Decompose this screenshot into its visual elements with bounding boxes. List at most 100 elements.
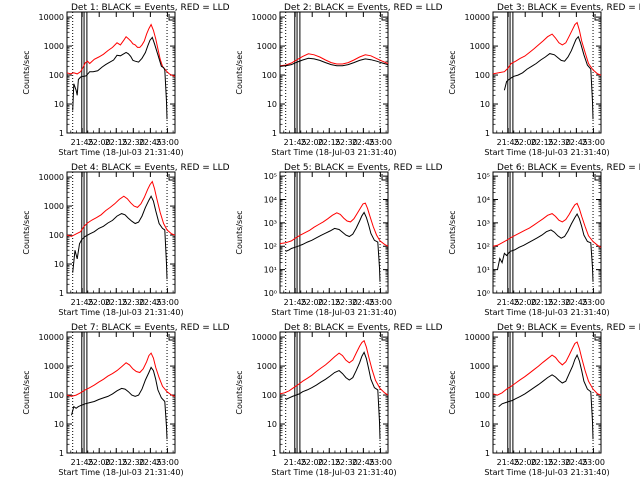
x-tick-label: 22:15: [318, 458, 341, 467]
y-axis-label: Counts/sec: [22, 50, 31, 94]
x-tick-label: 22:15: [105, 298, 128, 307]
panel-det-3: Det 3: BLACK = Events, RED = LLD 1 10 100 10…: [448, 3, 640, 157]
panel-det-9: Det 9: BLACK = Events, RED = LLD 1 10 100 10…: [448, 323, 640, 477]
attenuator-marker: [381, 334, 389, 341]
y-axis-label: Counts/sec: [448, 370, 457, 414]
y-tick-label: 10⁵: [264, 172, 277, 181]
attenuator-marker: [381, 14, 389, 21]
y-tick-label: 100: [49, 231, 64, 240]
y-tick-label: 1000: [257, 362, 277, 371]
x-tick-label: 21:45: [497, 458, 520, 467]
y-tick-label: 1: [485, 129, 490, 138]
y-tick-label: 10: [54, 260, 64, 269]
x-tick-label: 21:45: [284, 298, 307, 307]
panel-title: Det 1: BLACK = Events, RED = LLD: [71, 3, 230, 13]
x-tick-label: 22:00: [301, 138, 324, 147]
x-axis-label: Start Time (18-Jul-03 21:31:40): [271, 308, 396, 317]
series-line-events: [72, 195, 168, 280]
x-tick-label: 22:00: [301, 458, 324, 467]
y-tick-label: 10: [480, 100, 490, 109]
y-tick-label: 10⁰: [477, 289, 490, 298]
x-tick-label: 22:30: [122, 298, 145, 307]
y-tick-label: 10⁰: [264, 289, 277, 298]
x-tick-label: 22:30: [335, 458, 358, 467]
plot-frame: [492, 11, 602, 134]
series-line-lld: [492, 21, 602, 76]
x-axis-label: Start Time (18-Jul-03 21:31:40): [58, 468, 183, 477]
series-line-lld: [66, 180, 176, 237]
y-tick-label: 100: [262, 391, 277, 400]
y-tick-label: 100: [49, 71, 64, 80]
x-tick-label: 22:45: [139, 298, 162, 307]
plot-frame: [66, 331, 176, 454]
x-tick-label: 21:45: [71, 458, 94, 467]
y-tick-label: 10000: [39, 333, 64, 342]
y-tick-label: 1000: [44, 202, 64, 211]
x-tick-label: 22:45: [565, 458, 588, 467]
series-line-events: [71, 366, 168, 440]
x-tick-label: 22:45: [352, 138, 375, 147]
x-tick-label: 22:30: [335, 298, 358, 307]
y-tick-label: 10³: [264, 219, 277, 228]
plot-frame: [279, 11, 389, 134]
y-tick-label: 1: [485, 449, 490, 458]
plot-frame: [66, 11, 176, 134]
x-tick-label: 21:45: [497, 138, 520, 147]
y-axis-label: Counts/sec: [235, 50, 244, 94]
x-axis-label: Start Time (18-Jul-03 21:31:40): [271, 148, 396, 157]
y-tick-label: 10: [54, 420, 64, 429]
y-tick-label: 10: [54, 100, 64, 109]
panel-title: Det 2: BLACK = Events, RED = LLD: [284, 3, 443, 13]
x-tick-label: 22:15: [105, 138, 128, 147]
y-tick-label: 1: [59, 289, 64, 298]
y-tick-label: 100: [475, 391, 490, 400]
y-tick-label: 10¹: [477, 266, 490, 275]
y-tick-label: 10²: [264, 242, 277, 251]
y-axis-label: Counts/sec: [22, 370, 31, 414]
series-line-events: [279, 57, 389, 67]
y-tick-label: 1: [59, 449, 64, 458]
y-tick-label: 10⁵: [477, 172, 490, 181]
x-axis-label: Start Time (18-Jul-03 21:31:40): [484, 468, 609, 477]
x-tick-label: 23:00: [369, 138, 392, 147]
y-tick-label: 1: [272, 449, 277, 458]
x-tick-label: 22:15: [531, 458, 554, 467]
x-tick-label: 23:00: [156, 298, 179, 307]
y-tick-label: 10000: [465, 333, 490, 342]
attenuator-marker: [168, 14, 176, 21]
x-tick-label: 22:00: [514, 298, 537, 307]
x-tick-label: 22:15: [531, 138, 554, 147]
y-tick-label: 100: [475, 71, 490, 80]
y-tick-label: 10²: [477, 242, 490, 251]
panel-det-2: Det 2: BLACK = Events, RED = LLD 1 10 100 10…: [235, 3, 443, 157]
y-tick-label: 10: [267, 100, 277, 109]
x-tick-label: 21:45: [71, 298, 94, 307]
y-tick-label: 1000: [44, 362, 64, 371]
attenuator-marker: [594, 14, 602, 21]
panel-det-5: Det 5: BLACK = Events, RED = LLD 10⁰ 10¹ 10…: [235, 163, 443, 317]
series-line-lld: [279, 53, 389, 67]
y-tick-label: 10000: [39, 173, 64, 182]
x-tick-label: 22:30: [122, 138, 145, 147]
x-axis-label: Start Time (18-Jul-03 21:31:40): [58, 148, 183, 157]
attenuator-marker: [168, 174, 176, 181]
series-line-lld: [66, 23, 176, 77]
y-tick-label: 1000: [257, 42, 277, 51]
x-tick-label: 22:30: [335, 138, 358, 147]
y-tick-label: 1: [272, 129, 277, 138]
series-line-lld: [492, 341, 602, 396]
x-tick-label: 22:00: [88, 298, 111, 307]
panel-title: Det 3: BLACK = Events, RED = LLD: [497, 3, 640, 13]
y-tick-label: 1000: [44, 42, 64, 51]
y-axis-label: Counts/sec: [448, 50, 457, 94]
panel-det-6: Det 6: BLACK = Events, RED = LLD 10⁰ 10¹ 10…: [448, 163, 640, 317]
x-axis-label: Start Time (18-Jul-03 21:31:40): [484, 308, 609, 317]
x-tick-label: 22:45: [139, 138, 162, 147]
y-tick-label: 100: [49, 391, 64, 400]
y-axis-label: Counts/sec: [448, 210, 457, 254]
y-tick-label: 10⁴: [477, 195, 490, 204]
panel-title: Det 4: BLACK = Events, RED = LLD: [71, 163, 230, 173]
series-line-events: [285, 351, 381, 440]
x-tick-label: 22:45: [565, 138, 588, 147]
